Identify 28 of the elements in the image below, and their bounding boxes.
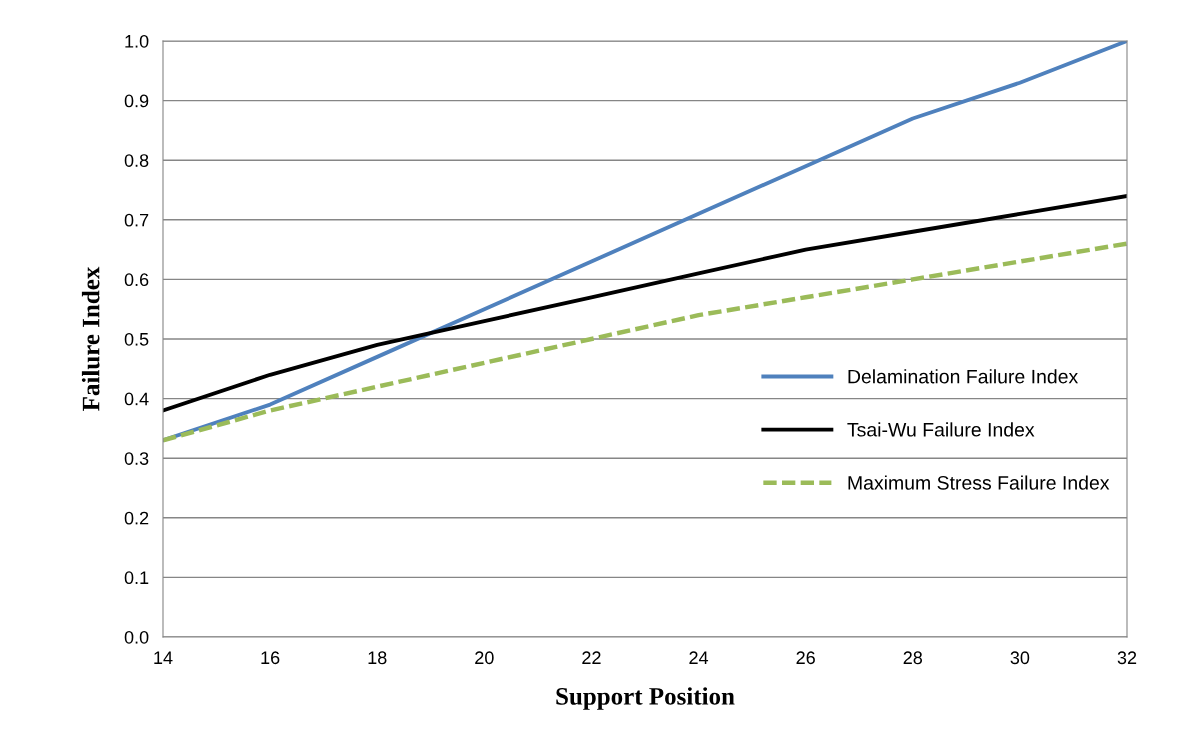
x-tick-label: 32 [1117, 651, 1137, 665]
legend-label: Maximum Stress Failure Index [848, 475, 1110, 490]
legend-label: Delamination Failure Index [848, 369, 1079, 384]
y-tick-label: 0.7 [124, 213, 149, 227]
y-tick-label: 0.6 [124, 273, 149, 287]
x-tick-label: 16 [261, 651, 280, 665]
x-axis-title: Support Position [556, 687, 735, 710]
y-tick-label: 0.2 [124, 511, 149, 525]
line-series [163, 241, 1127, 443]
y-tick-label: 0.0 [124, 630, 149, 644]
x-tick-label: 28 [903, 651, 923, 665]
line-series [163, 194, 1127, 413]
y-tick-label: 0.9 [124, 94, 149, 108]
y-tick-label: 0.5 [124, 332, 149, 346]
x-tick-label: 18 [368, 651, 387, 665]
x-tick-label: 20 [475, 651, 494, 665]
x-tick-label: 22 [582, 651, 601, 664]
x-tick-label: 24 [689, 651, 709, 664]
x-tick-label: 14 [154, 651, 173, 664]
y-tick-label: 0.8 [124, 154, 149, 167]
x-tick-label: 26 [796, 651, 815, 665]
y-tick-label: 0.1 [124, 571, 149, 585]
y-tick-label: 1.0 [125, 34, 149, 48]
y-tick-label: 0.4 [124, 392, 149, 406]
y-axis-title: Failure Index [81, 266, 100, 411]
y-tick-label: 0.3 [124, 452, 149, 465]
legend-label: Tsai-Wu Failure Index [847, 422, 1035, 437]
x-tick-label: 30 [1010, 651, 1030, 665]
